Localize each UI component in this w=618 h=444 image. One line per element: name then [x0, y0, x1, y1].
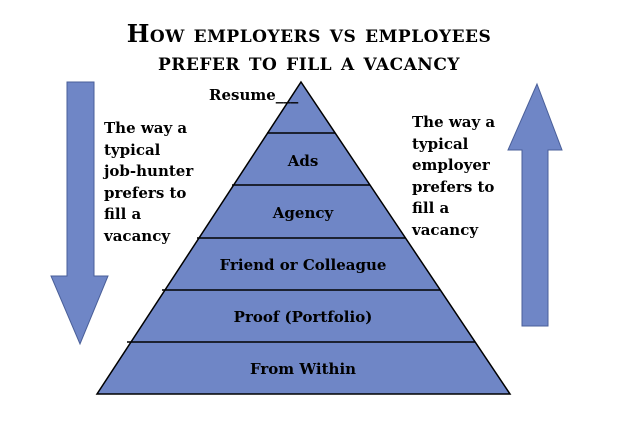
- down-arrow-icon: [50, 81, 109, 346]
- job-hunter-preference-text: The way a typical job-hunter prefers to …: [104, 119, 194, 245]
- employer-preference-text: The way a typical employer prefers to fi…: [412, 113, 496, 239]
- tier-label-ads: Ads: [287, 152, 319, 170]
- tier-label-resume: Resume___: [209, 86, 299, 104]
- diagram-title-line-2: prefer to fill a vacancy: [157, 47, 460, 76]
- up-arrow-icon: [507, 82, 563, 327]
- tier-label-agency: Agency: [272, 204, 335, 222]
- tier-label-from-within: From Within: [250, 360, 356, 378]
- tier-label-proof-portfolio: Proof (Portfolio): [234, 308, 373, 326]
- tier-label-friend-or-colleague: Friend or Colleague: [220, 256, 387, 274]
- diagram-title-line-1: How employers vs employees: [126, 19, 492, 48]
